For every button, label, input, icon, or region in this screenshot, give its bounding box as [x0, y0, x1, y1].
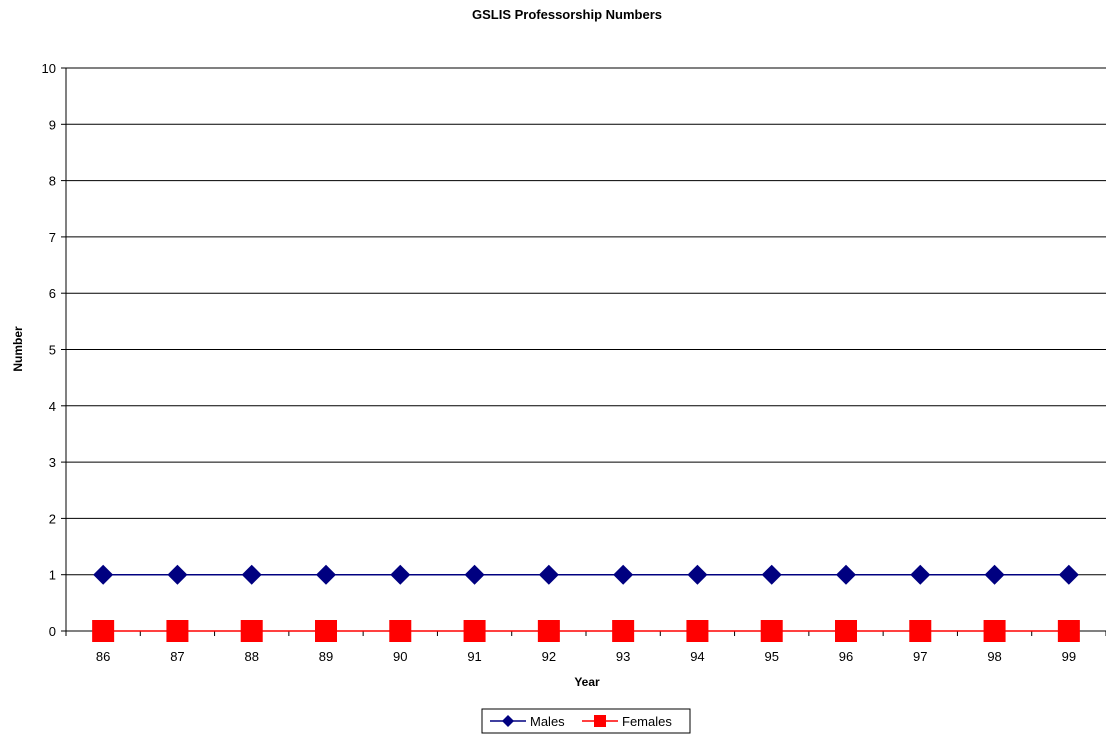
x-tick-label: 92	[542, 649, 556, 664]
gridlines	[66, 67, 1106, 576]
y-tick-label: 3	[49, 455, 56, 470]
data-point-males	[613, 564, 634, 585]
x-tick-label: 89	[319, 649, 333, 664]
y-tick-label: 10	[42, 61, 56, 76]
x-tick-label: 97	[913, 649, 927, 664]
data-point-females	[760, 620, 783, 642]
data-point-females	[686, 620, 709, 642]
data-point-males	[538, 564, 559, 585]
data-point-males	[836, 564, 856, 585]
data-point-females	[463, 620, 486, 642]
y-tick-label: 7	[49, 230, 56, 245]
legend-label-males: Males	[530, 714, 565, 729]
data-point-males	[761, 564, 782, 585]
x-tick-label: 87	[170, 649, 184, 664]
y-tick-label: 6	[49, 286, 56, 301]
y-tick-label: 5	[49, 343, 56, 358]
chart-title: GSLIS Professorship Numbers	[472, 7, 662, 22]
y-axis-label: Number	[11, 326, 25, 372]
y-tick-label: 0	[49, 624, 56, 639]
x-tick-label: 96	[839, 649, 853, 664]
data-point-females	[909, 620, 932, 642]
data-point-females	[612, 620, 635, 642]
y-axis-ticks: 0 1 2 3 4 5 6 7 8 9 10	[42, 61, 66, 639]
data-point-males	[93, 564, 114, 585]
x-tick-label: 95	[764, 649, 778, 664]
legend-label-females: Females	[622, 714, 672, 729]
data-point-females	[92, 620, 115, 642]
data-point-males	[1058, 564, 1079, 585]
data-point-females	[1057, 620, 1080, 642]
data-point-females	[315, 620, 337, 642]
x-tick-label: 88	[244, 649, 258, 664]
x-tick-label: 93	[616, 649, 630, 664]
series-males	[93, 564, 1079, 585]
series-females	[92, 620, 1080, 642]
legend-marker-males-diamond	[502, 715, 514, 727]
data-point-females	[537, 620, 560, 642]
y-tick-label: 9	[49, 117, 56, 132]
x-tick-label: 94	[690, 649, 704, 664]
x-axis-label: Year	[574, 675, 600, 689]
y-tick-label: 1	[49, 568, 56, 583]
x-tick-label: 86	[96, 649, 110, 664]
data-point-females	[835, 620, 857, 642]
series-layer	[92, 564, 1080, 642]
data-point-males	[984, 564, 1005, 585]
x-tick-label: 90	[393, 649, 407, 664]
data-point-females	[240, 620, 263, 642]
data-point-males	[316, 564, 336, 585]
data-point-males	[464, 564, 485, 585]
data-point-males	[390, 564, 411, 585]
legend: Males Females	[481, 708, 691, 734]
x-tick-label: 99	[1062, 649, 1076, 664]
data-point-females	[389, 620, 412, 642]
x-tick-label: 98	[987, 649, 1001, 664]
x-tick-label: 91	[467, 649, 481, 664]
data-point-females	[983, 620, 1006, 642]
y-tick-label: 2	[49, 511, 56, 526]
legend-marker-females-square	[594, 715, 606, 727]
data-point-males	[167, 564, 188, 585]
data-point-males	[687, 564, 708, 585]
y-tick-label: 4	[49, 399, 56, 414]
y-tick-label: 8	[49, 174, 56, 189]
data-point-females	[166, 620, 189, 642]
x-axis-ticks: 86 87 88 89 90 91 92 93 94 95 96 97 98 99	[65, 631, 1106, 664]
data-point-males	[241, 564, 262, 585]
data-point-males	[910, 564, 931, 585]
